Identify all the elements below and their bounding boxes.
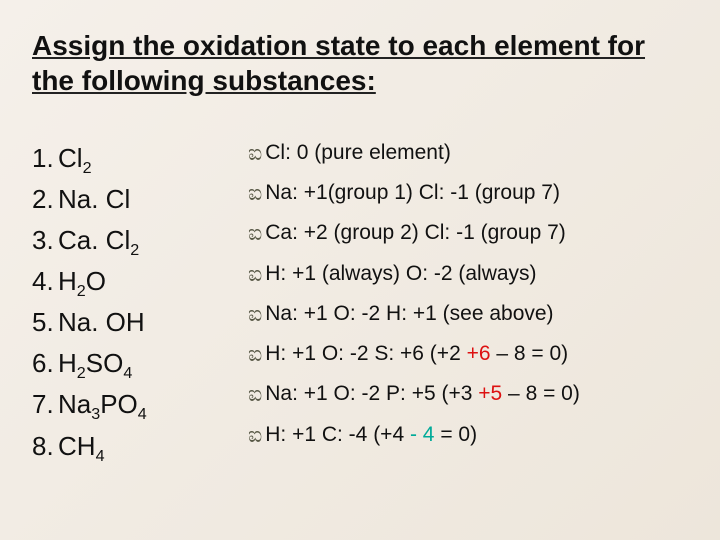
- answer-list: ಐCl: 0 (pure element)ಐNa: +1(group 1) Cl…: [248, 132, 688, 454]
- formula-column: 1. Cl22. Na. Cl3. Ca. Cl24. H2O5. Na. OH…: [32, 138, 212, 467]
- formula-text: Na: [58, 389, 91, 419]
- subscript: 2: [130, 241, 139, 259]
- formula-item-4: 4. H2O: [32, 261, 212, 302]
- content-columns: 1. Cl22. Na. Cl3. Ca. Cl24. H2O5. Na. OH…: [32, 138, 688, 467]
- list-number: 4.: [32, 261, 58, 302]
- answer-item-1: ಐCl: 0 (pure element): [248, 132, 688, 172]
- bullet-icon: ಐ: [248, 374, 262, 414]
- answer-item-3: ಐCa: +2 (group 2) Cl: -1 (group 7): [248, 212, 688, 252]
- answer-column: ಐCl: 0 (pure element)ಐNa: +1(group 1) Cl…: [248, 138, 688, 467]
- subscript: 2: [77, 365, 86, 383]
- subscript: 4: [138, 406, 147, 424]
- answer-text: H: +1 C: -4 (+4: [265, 423, 410, 446]
- list-number: 8.: [32, 426, 58, 467]
- list-number: 3.: [32, 220, 58, 261]
- answer-text: H: +1 (always) O: -2 (always): [265, 262, 536, 285]
- list-number: 7.: [32, 384, 58, 425]
- list-number: 2.: [32, 179, 58, 220]
- answer-item-6: ಐH: +1 O: -2 S: +6 (+2 +6 – 8 = 0): [248, 333, 688, 373]
- formula-list: 1. Cl22. Na. Cl3. Ca. Cl24. H2O5. Na. OH…: [32, 138, 212, 467]
- formula-item-8: 8. CH4: [32, 426, 212, 467]
- formula-item-6: 6. H2SO4: [32, 343, 212, 384]
- answer-text: Na: +1(group 1) Cl: -1 (group 7): [265, 181, 560, 204]
- answer-text: Na: +1 O: -2 H: +1 (see above): [265, 302, 553, 325]
- answer-text: Na: +1 O: -2 P: +5 (+3: [265, 382, 478, 405]
- formula-text: H: [58, 266, 77, 296]
- page-title: Assign the oxidation state to each eleme…: [32, 28, 688, 98]
- formula-text: CH: [58, 431, 96, 461]
- formula-item-5: 5. Na. OH: [32, 302, 212, 343]
- answer-text: - 4: [410, 423, 435, 446]
- answer-item-8: ಐH: +1 C: -4 (+4 - 4 = 0): [248, 414, 688, 454]
- answer-text: Cl: 0 (pure element): [265, 141, 451, 164]
- formula-item-2: 2. Na. Cl: [32, 179, 212, 220]
- answer-text: +6: [467, 342, 491, 365]
- formula-text: PO: [100, 389, 138, 419]
- formula-item-1: 1. Cl2: [32, 138, 212, 179]
- bullet-icon: ಐ: [248, 415, 262, 455]
- answer-text: Ca: +2 (group 2) Cl: -1 (group 7): [265, 221, 566, 244]
- answer-item-7: ಐNa: +1 O: -2 P: +5 (+3 +5 – 8 = 0): [248, 373, 688, 413]
- formula-text: SO: [86, 348, 124, 378]
- list-number: 1.: [32, 138, 58, 179]
- bullet-icon: ಐ: [248, 334, 262, 374]
- answer-text: = 0): [434, 423, 477, 446]
- bullet-icon: ಐ: [248, 133, 262, 173]
- list-number: 5.: [32, 302, 58, 343]
- subscript: 4: [96, 447, 105, 465]
- subscript: 4: [123, 365, 132, 383]
- formula-text: H: [58, 348, 77, 378]
- formula-text: Ca. Cl: [58, 225, 130, 255]
- bullet-icon: ಐ: [248, 254, 262, 294]
- bullet-icon: ಐ: [248, 213, 262, 253]
- answer-text: – 8 = 0): [491, 342, 569, 365]
- formula-text: Na. Cl: [58, 184, 130, 214]
- formula-text: Cl: [58, 143, 83, 173]
- formula-item-7: 7. Na3PO4: [32, 384, 212, 425]
- answer-text: H: +1 O: -2 S: +6 (+2: [265, 342, 466, 365]
- bullet-icon: ಐ: [248, 173, 262, 213]
- answer-text: +5: [478, 382, 502, 405]
- subscript: 2: [77, 282, 86, 300]
- subscript: 3: [91, 406, 100, 424]
- answer-item-5: ಐNa: +1 O: -2 H: +1 (see above): [248, 293, 688, 333]
- bullet-icon: ಐ: [248, 294, 262, 334]
- answer-item-4: ಐH: +1 (always) O: -2 (always): [248, 253, 688, 293]
- formula-item-3: 3. Ca. Cl2: [32, 220, 212, 261]
- subscript: 2: [83, 159, 92, 177]
- list-number: 6.: [32, 343, 58, 384]
- formula-text: O: [86, 266, 106, 296]
- answer-item-2: ಐNa: +1(group 1) Cl: -1 (group 7): [248, 172, 688, 212]
- formula-text: Na. OH: [58, 307, 145, 337]
- answer-text: – 8 = 0): [502, 382, 580, 405]
